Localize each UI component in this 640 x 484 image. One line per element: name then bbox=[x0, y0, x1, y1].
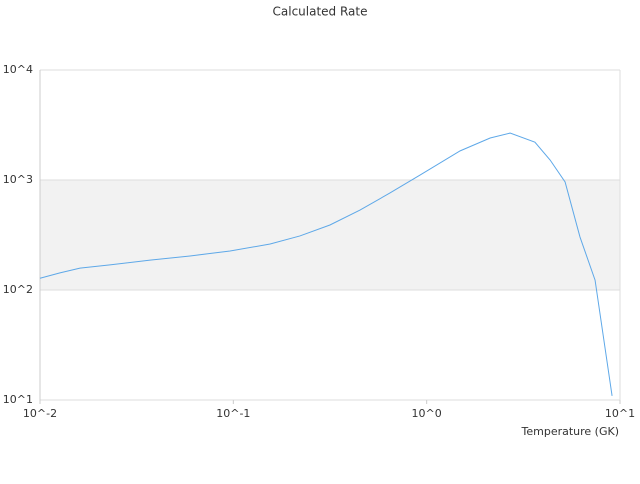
grid-band bbox=[40, 180, 620, 290]
x-axis-label: Temperature (GK) bbox=[521, 425, 620, 438]
y-tick-label: 10^3 bbox=[3, 173, 33, 186]
x-tick-label: 10^-1 bbox=[216, 407, 250, 420]
data-line bbox=[39, 132, 613, 396]
chart-title: Calculated Rate bbox=[273, 5, 368, 19]
y-tick-label: 10^1 bbox=[3, 393, 33, 406]
x-tick-label: 10^-2 bbox=[23, 407, 57, 420]
x-tick-label: 10^1 bbox=[605, 407, 635, 420]
x-tick-label: 10^0 bbox=[412, 407, 442, 420]
y-tick-label: 10^2 bbox=[3, 283, 33, 296]
y-tick-label: 10^4 bbox=[3, 63, 33, 76]
